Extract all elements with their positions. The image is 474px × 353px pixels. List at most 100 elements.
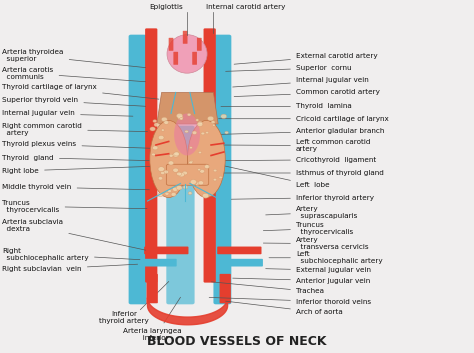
Text: BLOOD VESSELS OF NECK: BLOOD VESSELS OF NECK xyxy=(147,335,327,348)
Text: Inferior thoroid veins: Inferior thoroid veins xyxy=(209,298,371,305)
Polygon shape xyxy=(157,92,218,124)
Circle shape xyxy=(173,152,179,157)
Circle shape xyxy=(165,192,169,195)
Circle shape xyxy=(150,127,155,131)
Circle shape xyxy=(185,130,188,133)
Circle shape xyxy=(169,154,173,157)
Circle shape xyxy=(162,117,167,121)
Text: Left common carotid
artery: Left common carotid artery xyxy=(219,139,370,152)
FancyBboxPatch shape xyxy=(132,259,177,267)
Circle shape xyxy=(196,183,199,186)
Circle shape xyxy=(188,192,192,195)
FancyBboxPatch shape xyxy=(213,35,231,304)
Ellipse shape xyxy=(174,113,200,155)
Circle shape xyxy=(213,169,217,172)
Circle shape xyxy=(173,168,178,172)
FancyBboxPatch shape xyxy=(192,52,197,65)
Circle shape xyxy=(198,151,201,154)
Text: Arteria subclavia
  dextra: Arteria subclavia dextra xyxy=(2,219,146,250)
FancyBboxPatch shape xyxy=(183,31,188,44)
FancyBboxPatch shape xyxy=(217,246,262,254)
Circle shape xyxy=(176,113,183,118)
Circle shape xyxy=(176,186,182,190)
Circle shape xyxy=(198,169,201,171)
FancyBboxPatch shape xyxy=(219,259,263,267)
Text: Right
  subchiocephalic artery: Right subchiocephalic artery xyxy=(2,248,140,261)
Circle shape xyxy=(190,146,192,149)
Circle shape xyxy=(164,170,168,174)
Circle shape xyxy=(179,173,184,177)
Circle shape xyxy=(183,186,188,189)
Text: Thyroid cartilage of larynx: Thyroid cartilage of larynx xyxy=(2,84,159,99)
Text: Anterior jugular vein: Anterior jugular vein xyxy=(233,278,370,284)
Circle shape xyxy=(212,124,215,126)
Circle shape xyxy=(208,116,214,121)
Circle shape xyxy=(180,118,183,120)
Circle shape xyxy=(204,164,210,168)
Circle shape xyxy=(164,121,169,124)
Text: Left
  subchiocephalic artery: Left subchiocephalic artery xyxy=(269,251,383,264)
Text: Right subclavian  vein: Right subclavian vein xyxy=(2,264,137,272)
Circle shape xyxy=(187,113,191,116)
Circle shape xyxy=(182,171,187,175)
Text: Cricoid cartilage of larynx: Cricoid cartilage of larynx xyxy=(219,116,389,122)
Circle shape xyxy=(190,161,193,163)
Circle shape xyxy=(161,172,165,174)
Text: Inferior thyroid artery: Inferior thyroid artery xyxy=(231,195,374,201)
Text: Arteria carotis
  communis: Arteria carotis communis xyxy=(2,67,146,82)
Text: Epiglottis: Epiglottis xyxy=(149,4,183,10)
Circle shape xyxy=(213,178,217,181)
Text: Anterior gladular branch: Anterior gladular branch xyxy=(219,128,384,134)
Circle shape xyxy=(202,193,209,198)
Text: Internal jugular vein: Internal jugular vein xyxy=(233,77,369,87)
Circle shape xyxy=(196,182,200,184)
Text: Trachea: Trachea xyxy=(211,282,324,294)
Circle shape xyxy=(158,193,163,197)
Text: External jugular vein: External jugular vein xyxy=(266,267,371,273)
Text: Right lobe: Right lobe xyxy=(2,166,159,174)
Circle shape xyxy=(154,123,159,127)
Text: Internal carotid artery: Internal carotid artery xyxy=(206,4,286,10)
FancyBboxPatch shape xyxy=(128,35,146,304)
Circle shape xyxy=(171,192,176,196)
Circle shape xyxy=(196,119,199,121)
FancyBboxPatch shape xyxy=(144,246,189,254)
FancyBboxPatch shape xyxy=(166,126,195,304)
Text: Superior  cornu: Superior cornu xyxy=(226,65,352,71)
Circle shape xyxy=(167,190,172,192)
Text: External carotid artery: External carotid artery xyxy=(234,53,377,64)
FancyBboxPatch shape xyxy=(173,52,178,65)
Text: Inferior
thyroid artery: Inferior thyroid artery xyxy=(99,311,149,324)
Circle shape xyxy=(168,161,174,165)
Text: Common carotid artery: Common carotid artery xyxy=(234,89,380,96)
Text: Artery
  transversa cervicis: Artery transversa cervicis xyxy=(264,237,368,250)
Circle shape xyxy=(197,122,203,126)
FancyBboxPatch shape xyxy=(219,274,231,303)
Ellipse shape xyxy=(188,120,225,198)
Circle shape xyxy=(158,136,164,140)
Text: Truncus
  thyrocervicalis: Truncus thyrocervicalis xyxy=(264,222,353,235)
Text: Left  lobe: Left lobe xyxy=(211,163,329,188)
Circle shape xyxy=(206,132,209,134)
Circle shape xyxy=(192,131,197,134)
Text: Arteria thyroidea
  superior: Arteria thyroidea superior xyxy=(2,49,146,68)
Text: Cricothyroid  ligament: Cricothyroid ligament xyxy=(216,157,376,163)
Ellipse shape xyxy=(167,35,207,73)
FancyBboxPatch shape xyxy=(169,38,173,51)
Circle shape xyxy=(198,121,202,125)
Circle shape xyxy=(177,172,182,176)
Text: Isthmus of thyroid gland: Isthmus of thyroid gland xyxy=(207,170,384,176)
Text: Right common carotid
  artery: Right common carotid artery xyxy=(2,123,147,136)
Circle shape xyxy=(178,115,183,120)
Circle shape xyxy=(152,153,155,156)
Circle shape xyxy=(190,180,197,184)
Circle shape xyxy=(173,187,178,191)
Text: Middle thyroid vein: Middle thyroid vein xyxy=(2,184,149,190)
Text: Thyroid  lamina: Thyroid lamina xyxy=(221,103,352,109)
Circle shape xyxy=(153,120,157,122)
Circle shape xyxy=(153,146,158,150)
Circle shape xyxy=(219,176,222,179)
Circle shape xyxy=(158,167,164,172)
Text: Arteria laryngea
   inferior: Arteria laryngea inferior xyxy=(123,328,182,341)
Circle shape xyxy=(161,129,164,131)
